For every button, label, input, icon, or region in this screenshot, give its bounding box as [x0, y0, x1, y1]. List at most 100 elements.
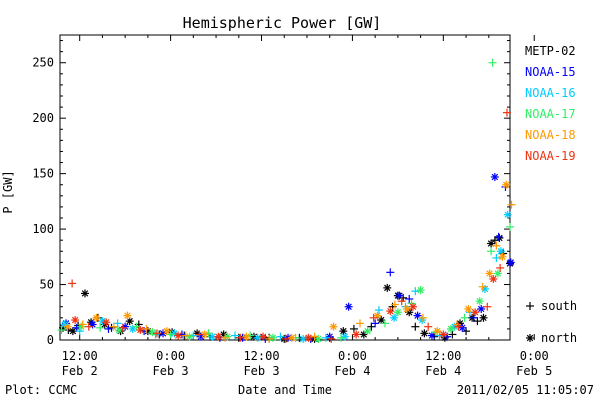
data-point-north	[136, 326, 145, 335]
data-point-south	[492, 241, 501, 250]
data-point-north	[446, 324, 455, 333]
data-point-south	[454, 322, 463, 331]
data-point-north	[299, 334, 308, 343]
data-point-north	[242, 332, 251, 341]
data-point-north	[363, 327, 372, 336]
north-marker-icon	[526, 334, 534, 342]
data-point-south	[502, 108, 511, 117]
legend-entry: METP-02	[525, 44, 576, 58]
data-point-north	[475, 297, 484, 306]
data-point-north	[502, 180, 511, 189]
data-point-north	[433, 327, 442, 336]
south-marker-icon	[526, 302, 534, 310]
data-point-south	[405, 294, 414, 303]
plot-timestamp: 2011/02/05 11:05:07	[457, 383, 594, 397]
data-point-south	[483, 302, 492, 311]
data-point-south	[488, 58, 497, 67]
data-point-north	[102, 318, 111, 327]
data-point-north	[464, 304, 473, 313]
data-point-south	[181, 331, 190, 340]
data-point-north	[427, 331, 436, 340]
x-tick-label-time: 12:00	[62, 349, 98, 363]
data-point-north	[393, 308, 402, 317]
data-point-north	[489, 275, 498, 283]
legend-entry: NOAA-17	[525, 107, 576, 121]
plot-frame	[59, 34, 511, 341]
data-point-south	[221, 333, 230, 342]
data-point-south	[68, 279, 77, 288]
data-point-north	[352, 330, 361, 339]
y-tick-label: 50	[40, 278, 54, 292]
data-point-south	[310, 332, 319, 341]
data-point-north	[71, 316, 80, 325]
legend-entry: NOAA-15	[525, 65, 576, 79]
y-tick-label: 200	[32, 111, 54, 125]
x-tick-label-time: 0:00	[338, 349, 367, 363]
legend: METP-02 NOAA-15 NOAA-16 NOAA-17 NOAA-18 NOAA-…	[525, 44, 576, 163]
x-tick-label-time: 0:00	[520, 349, 549, 363]
data-point-south	[337, 333, 346, 342]
x-axis-label: Date and Time	[238, 383, 332, 397]
x-tick-label-time: 0:00	[156, 349, 185, 363]
data-point-south	[411, 322, 420, 331]
data-point-north	[123, 311, 132, 320]
x-tick-label-date: Feb 4	[425, 364, 461, 378]
data-point-north	[162, 327, 171, 336]
y-tick-label: 250	[32, 56, 54, 70]
x-tick-label-date: Feb 5	[516, 364, 552, 378]
data-point-south	[113, 319, 122, 328]
y-tick-label: 150	[32, 167, 54, 181]
data-point-south	[152, 329, 161, 338]
data-point-north	[68, 327, 77, 336]
data-point-north	[340, 332, 349, 341]
marker-legend: south north	[526, 299, 577, 345]
data-point-north	[92, 313, 101, 322]
data-point-south	[367, 322, 376, 331]
x-tick-label-date: Feb 3	[243, 364, 279, 378]
data-point-south	[166, 330, 175, 339]
data-point-north	[390, 313, 399, 322]
data-point-south	[507, 200, 516, 209]
marker-legend-label: north	[541, 331, 577, 345]
data-point-north	[485, 269, 494, 278]
data-point-south	[506, 222, 514, 231]
data-point-south	[448, 330, 457, 339]
x-tick-label-date: Feb 2	[62, 364, 98, 378]
data-point-south	[281, 334, 290, 343]
data-point-south	[496, 263, 505, 272]
data-point-north	[490, 172, 499, 181]
data-point-north	[479, 313, 488, 322]
x-tick-label-date: Feb 3	[153, 364, 189, 378]
data-point-south	[96, 323, 105, 332]
data-point-south	[492, 253, 501, 262]
data-point-north	[506, 258, 515, 267]
data-point-north	[148, 328, 157, 337]
data-point-north	[214, 332, 223, 341]
data-point-north	[413, 311, 422, 320]
data-point-north	[81, 289, 89, 298]
data-point-north	[420, 329, 429, 338]
data-point-north	[496, 247, 505, 256]
data-point-south	[84, 322, 93, 331]
data-point-north	[253, 333, 262, 342]
data-point-north	[287, 333, 296, 342]
data-point-south	[57, 326, 66, 335]
data-point-north	[439, 330, 448, 339]
data-point-south	[381, 319, 389, 328]
data-point-south	[265, 334, 274, 343]
legend-entry: NOAA-16	[525, 86, 576, 100]
y-tick-label: 100	[32, 222, 54, 236]
data-point-south	[321, 333, 330, 342]
data-point-north	[395, 291, 404, 300]
y-tick-label: 0	[47, 333, 54, 347]
data-point-south	[397, 297, 406, 306]
data-point-south	[407, 299, 416, 308]
data-point-north	[416, 286, 425, 295]
data-point-north	[344, 302, 353, 311]
x-tick-label-time: 12:00	[243, 349, 279, 363]
data-point-south	[494, 232, 503, 241]
data-point-south	[418, 313, 427, 322]
data-point-north	[458, 323, 467, 332]
data-point-north	[268, 333, 277, 342]
